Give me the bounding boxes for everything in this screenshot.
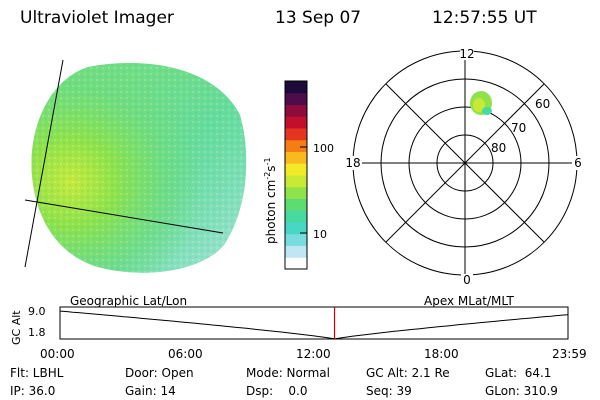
mode-info: Mode: Normal	[246, 366, 330, 380]
colorbar-bin	[285, 198, 307, 211]
time-label: 12:57:55 UT	[432, 8, 537, 28]
aurora-blob	[470, 91, 492, 115]
colorbar-bin	[285, 116, 307, 129]
time-tick-1200: 12:00	[296, 347, 331, 361]
instrument-title: Ultraviolet Imager	[20, 8, 174, 28]
lat-label-70: 70	[511, 121, 526, 135]
date-label: 13 Sep 07	[275, 8, 362, 28]
time-tick-1800: 18:00	[424, 347, 459, 361]
colorbar-bin	[285, 233, 307, 246]
colorbar-tick-10: 10	[313, 228, 327, 241]
altitude-timeline	[59, 306, 569, 340]
geographic-label: Geographic Lat/Lon	[70, 294, 188, 308]
mlt-label-0: 0	[463, 273, 471, 285]
glat-info: GLat: 64.1	[485, 366, 552, 380]
earth-disk	[31, 62, 247, 273]
polar-mlt-plot: 12 6 0 18 60 70 80	[344, 47, 584, 285]
gain-info: Gain: 14	[125, 384, 176, 398]
colorbar	[284, 80, 308, 270]
colorbar-bin	[285, 222, 307, 235]
filter-info: Flt: LBHL	[10, 366, 64, 380]
time-tick-2359: 23:59	[552, 347, 587, 361]
colorbar-bin	[285, 163, 307, 176]
time-tick-0600: 06:00	[168, 347, 203, 361]
gc-alt-axis-label: GC Alt	[10, 310, 23, 345]
colorbar-tick-100: 100	[313, 142, 334, 155]
colorbar-bin	[285, 128, 307, 141]
dsp-info: Dsp: 0.0	[246, 384, 308, 398]
apex-label: Apex MLat/MLT	[424, 294, 514, 308]
colorbar-bin	[285, 81, 307, 94]
colorbar-unit-label: photon cm-2s-1	[263, 157, 278, 244]
lat-label-80: 80	[491, 141, 506, 155]
time-tick-0000: 00:00	[40, 347, 75, 361]
mlt-label-18: 18	[345, 156, 360, 170]
mlt-label-6: 6	[574, 156, 582, 170]
colorbar-bin	[285, 186, 307, 199]
latitude-line	[24, 199, 224, 234]
glon-info: GLon: 310.9	[485, 384, 558, 398]
colorbar-bin	[285, 175, 307, 188]
meridian-line	[24, 59, 64, 268]
colorbar-bin	[285, 92, 307, 105]
colorbar-bin	[285, 104, 307, 117]
uv-earth-image	[24, 59, 247, 273]
mlt-label-12: 12	[459, 47, 474, 61]
colorbar-bin	[285, 245, 307, 258]
colorbar-bin	[285, 210, 307, 223]
colorbar-bin	[285, 257, 307, 270]
seq-info: Seq: 39	[366, 384, 412, 398]
gc-alt-info: GC Alt: 2.1 Re	[366, 366, 450, 380]
ip-info: IP: 36.0	[10, 384, 56, 398]
gc-alt-tick-9: 9.0	[28, 305, 46, 318]
colorbar-bin	[285, 151, 307, 164]
colorbar-bin	[285, 139, 307, 152]
door-info: Door: Open	[125, 366, 194, 380]
lat-label-60: 60	[535, 97, 550, 111]
gc-alt-tick-1-8: 1.8	[28, 326, 46, 339]
